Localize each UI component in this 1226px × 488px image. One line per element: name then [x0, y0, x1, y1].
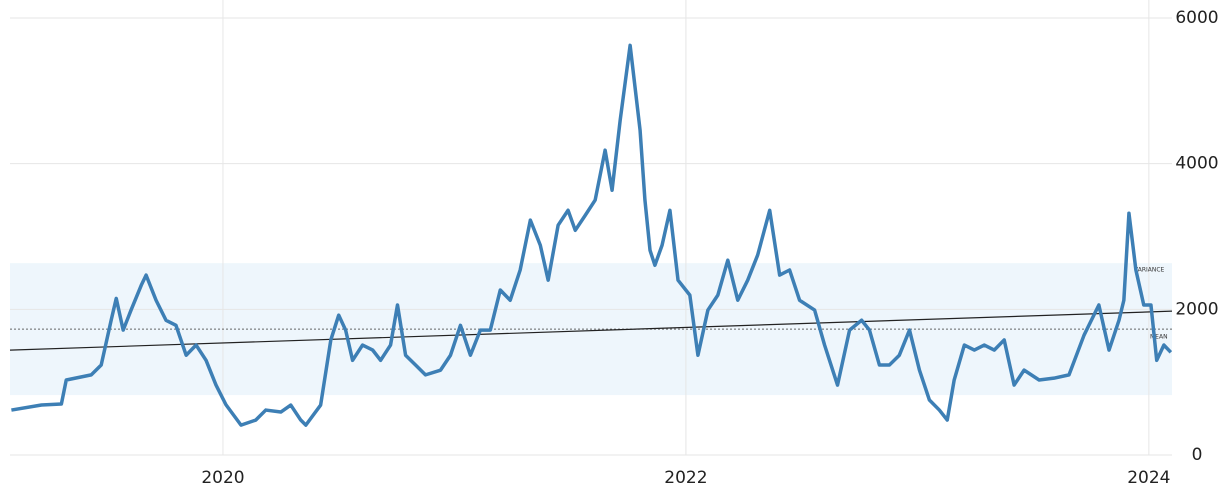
y-tick-label: 2000: [1175, 299, 1218, 319]
series-line: [11, 43, 1173, 427]
mean-label: MEAN: [1150, 334, 1168, 341]
variance-label: VARIANCE: [1134, 267, 1165, 274]
x-tick-label: 2020: [201, 468, 244, 488]
trend-line: [9, 310, 1173, 351]
x-tick-label: 2022: [664, 468, 707, 488]
x-tick-label: 2024: [1127, 468, 1170, 488]
y-tick-label: 4000: [1175, 154, 1218, 174]
y-tick-label: 6000: [1175, 8, 1218, 28]
y-tick-label: 0: [1192, 445, 1203, 465]
